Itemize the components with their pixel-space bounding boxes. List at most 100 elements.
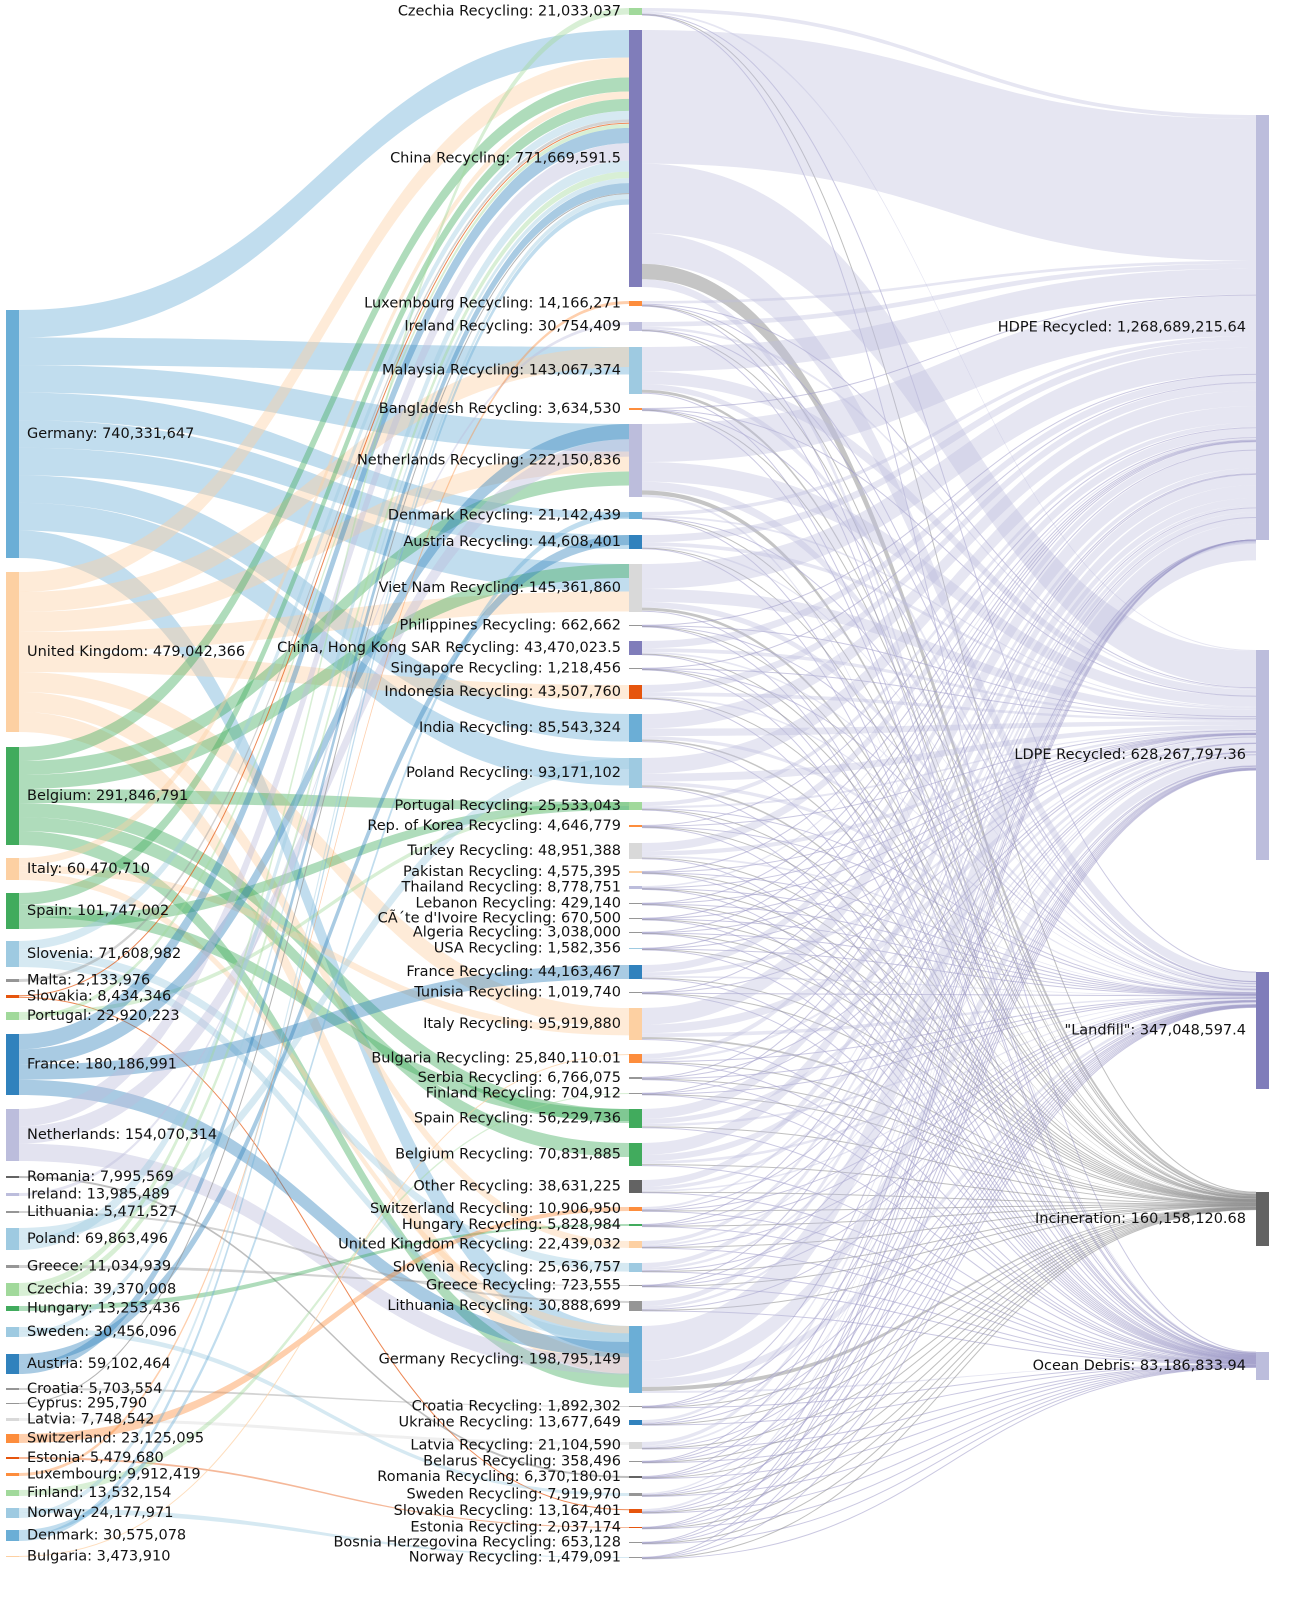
node-algeria-recycling: [629, 932, 642, 933]
link-netherlands-to-china-recycling: [19, 143, 629, 1127]
node-denmark-recycling: [629, 512, 642, 519]
link-india-recycling-to-ldpe-recycled: [642, 721, 1256, 737]
link-estonia-recycling-to-incineration: [641, 1208, 1257, 1530]
link-ireland-recycling-to-landfill: [641, 329, 1257, 983]
link-italy-recycling-to-incineration: [642, 1037, 1256, 1203]
link-spain-to-china-recycling: [19, 98, 629, 905]
link-switzerland-recycling-to-incineration: [641, 1204, 1257, 1212]
node-other-recycling: [629, 1180, 642, 1193]
link-croatia-recycling-to-ldpe-recycled: [641, 765, 1257, 1408]
link-poland-to-poland-recycling: [19, 758, 629, 1239]
node-estonia: [6, 1457, 19, 1459]
link-lithuania-recycling-to-incineration: [641, 1205, 1257, 1311]
node-cyprus: [6, 1403, 19, 1404]
link-spain-recycling-to-ldpe-recycled: [642, 743, 1256, 1125]
link-france-to-netherlands-recycling: [19, 424, 629, 1065]
link-rep-of-korea-recycling-to-hdpe-recycled: [641, 427, 1257, 827]
link-germany-to-china-recycling: [19, 30, 629, 338]
link-romania-recycling-to-incineration: [641, 1207, 1257, 1479]
label-denmark-recycling: Denmark Recycling: 21,142,439: [388, 508, 621, 524]
link-germany-recycling-to-ldpe-recycled: [642, 756, 1256, 1379]
node-united-kingdom-recycling: [629, 1241, 642, 1248]
link-spain-to-spain-recycling: [19, 905, 629, 1121]
label-norway: Norway: 24,177,971: [27, 1505, 173, 1521]
node-germany: [6, 310, 19, 558]
label-spain-recycling: Spain Recycling: 56,229,736: [414, 1111, 621, 1127]
node-lithuania-recycling: [629, 1301, 642, 1311]
link-slovakia-to-china-recycling: [18, 122, 630, 997]
link-france-recycling-to-hdpe-recycled: [642, 442, 1256, 973]
link-switzerland-to-switzerland-recycling: [19, 1207, 629, 1443]
link-tunisia-recycling-to-ocean-debris: [641, 993, 1257, 1361]
node-belarus-recycling: [629, 1461, 642, 1462]
node-czechia: [6, 1283, 19, 1296]
link-malaysia-recycling-to-landfill: [642, 384, 1256, 984]
link-france-recycling-to-ocean-debris: [641, 978, 1257, 1361]
link-bulgaria-to-bulgaria-recycling: [18, 1054, 630, 1557]
node-rep-of-korea-recycling: [629, 825, 642, 827]
link-poland-recycling-to-ocean-debris: [641, 787, 1257, 1358]
link-lebanon-recycling-to-ldpe-recycled: [641, 733, 1257, 905]
node-bulgaria: [6, 1556, 19, 1557]
link-switzerland-recycling-to-ocean-debris: [641, 1210, 1257, 1364]
link-indonesia-recycling-to-hdpe-recycled: [642, 382, 1256, 693]
link-norway-recycling-to-incineration: [641, 1209, 1257, 1560]
link-bosnia-herzegovina-recycling-to-incineration: [641, 1208, 1257, 1545]
node-slovakia: [6, 995, 19, 998]
node-ireland-recycling: [629, 322, 642, 331]
label-viet-nam-recycling: Viet Nam Recycling: 145,361,860: [379, 580, 621, 596]
label-bulgaria-recycling: Bulgaria Recycling: 25,840,110.01: [371, 1051, 621, 1067]
link-austria-to-austria-recycling: [19, 535, 629, 1364]
link-belgium-to-germany-recycling: [19, 831, 629, 1388]
link-china-hong-kong-sar-recycling-to-hdpe-recycled: [642, 374, 1256, 649]
label-norway-recycling: Norway Recycling: 1,479,091: [409, 1550, 621, 1566]
link-c-te-d-ivoire-recycling-to-ldpe-recycled: [641, 733, 1257, 920]
label-portugal-recycling: Portugal Recycling: 25,533,043: [395, 798, 622, 814]
link-united-kingdom-to-malaysia-recycling: [19, 347, 629, 612]
node-ldpe-recycled: [1256, 650, 1269, 860]
link-spain-to-portugal-recycling: [19, 802, 629, 929]
link-sweden-recycling-to-ldpe-recycled: [641, 768, 1257, 1496]
link-pakistan-recycling-to-incineration: [641, 872, 1257, 1201]
link-norway-recycling-to-ocean-debris: [641, 1366, 1257, 1560]
node-belgium: [6, 747, 19, 845]
label-slovakia-recycling: Slovakia Recycling: 13,164,401: [394, 1503, 621, 1519]
link-hungary-recycling-to-ldpe-recycled: [641, 751, 1257, 1226]
link-viet-nam-recycling-to-ldpe-recycled: [642, 588, 1256, 717]
label-malta: Malta: 2,133,976: [27, 973, 150, 989]
node-china-hong-kong-sar-recycling: [629, 641, 642, 655]
label-netherlands: Netherlands: 154,070,314: [27, 1127, 217, 1143]
link-czechia-recycling-to-hdpe-recycled: [642, 8, 1256, 119]
node-sweden: [6, 1327, 19, 1337]
label-ireland: Ireland: 13,985,489: [27, 1187, 170, 1203]
link-france-recycling-to-incineration: [641, 977, 1257, 1203]
node-slovenia-recycling: [629, 1263, 642, 1272]
link-china-hong-kong-sar-recycling-to-landfill: [642, 652, 1256, 990]
link-singapore-recycling-to-hdpe-recycled: [641, 382, 1257, 669]
node-france-recycling: [629, 965, 642, 979]
label-slovenia-recycling: Slovenia Recycling: 25,636,757: [393, 1260, 621, 1276]
link-india-recycling-to-landfill: [642, 736, 1256, 992]
node-croatia-recycling: [629, 1406, 642, 1407]
link-thailand-recycling-to-incineration: [641, 888, 1257, 1201]
node-austria: [6, 1354, 19, 1374]
label-ocean-debris: Ocean Debris: 83,186,833.94: [1033, 1358, 1246, 1374]
link-denmark-recycling-to-hdpe-recycled: [642, 336, 1256, 516]
link-poland-to-china-recycling: [19, 160, 629, 1250]
node-singapore-recycling: [629, 668, 642, 669]
node-hungary: [6, 1306, 19, 1311]
link-slovenia-to-china-recycling: [19, 110, 629, 950]
link-singapore-recycling-to-landfill: [641, 668, 1257, 991]
link-slovakia-to-slovakia-recycling: [18, 996, 630, 1511]
link-luxembourg-recycling-to-hdpe-recycled: [642, 260, 1256, 304]
link-usa-recycling-to-ldpe-recycled: [641, 734, 1257, 950]
label-poland-recycling: Poland Recycling: 93,171,102: [406, 765, 621, 781]
label-latvia-recycling: Latvia Recycling: 21,104,590: [410, 1438, 621, 1454]
node-usa-recycling: [629, 948, 642, 949]
link-netherlands-recycling-to-incineration: [642, 490, 1256, 1197]
link-slovakia-recycling-to-ldpe-recycled: [641, 768, 1257, 1513]
link-rep-of-korea-recycling-to-ocean-debris: [641, 827, 1257, 1358]
link-algeria-recycling-to-ocean-debris: [641, 933, 1257, 1360]
link-denmark-recycling-to-incineration: [641, 518, 1257, 1197]
link-estonia-to-estonia-recycling: [19, 1457, 629, 1528]
